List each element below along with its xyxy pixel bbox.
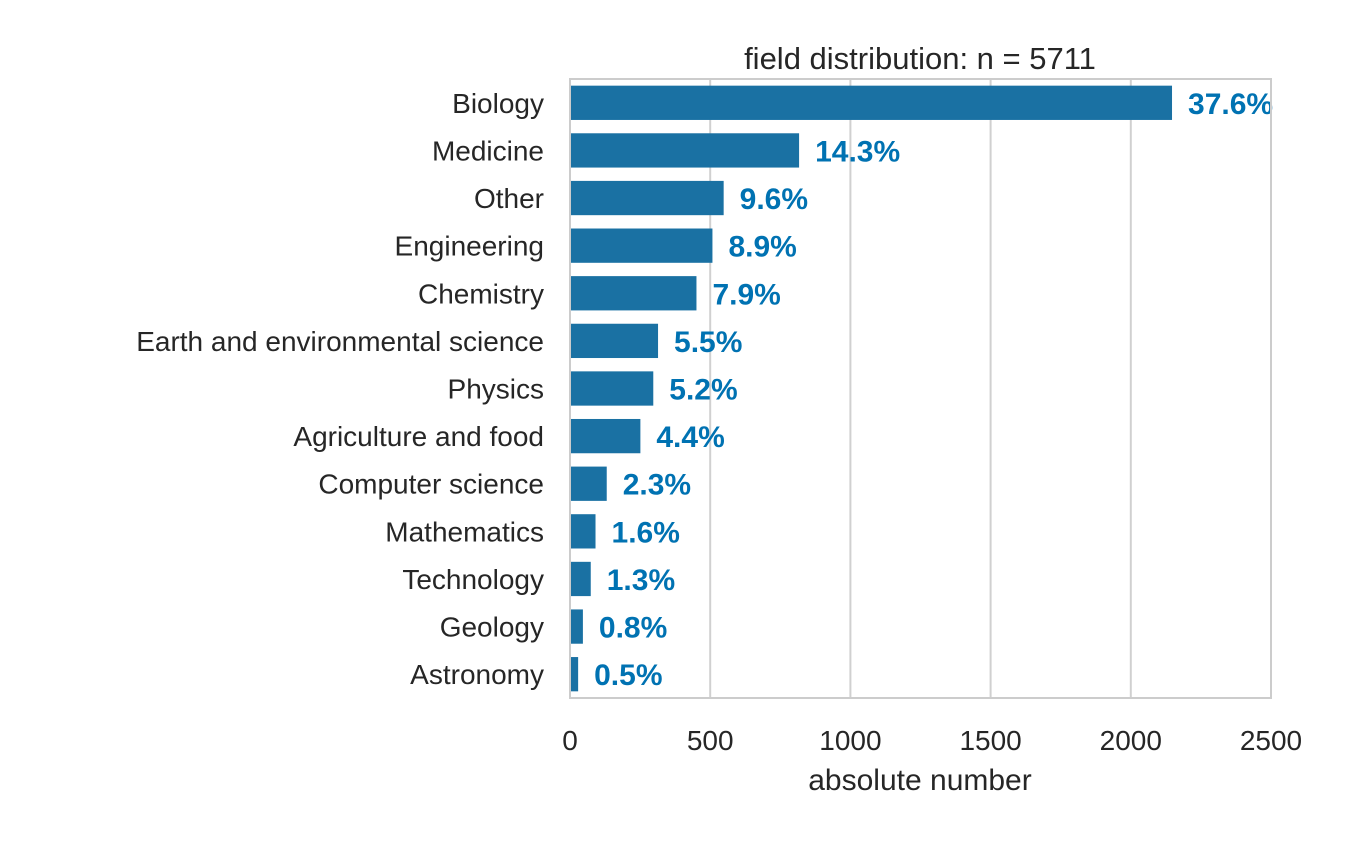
category-label: Mathematics (385, 516, 544, 547)
data-label: 2.3% (623, 469, 691, 502)
x-tick-label: 1000 (819, 725, 881, 756)
data-labels: 37.6% 14.3%9.6% 8.9% 7.9% 5.5% 5.2% 4.4% 2.3% 1.… (594, 88, 1273, 692)
data-label: 0.5% (594, 659, 662, 692)
bar (570, 657, 579, 692)
category-label: Engineering (395, 231, 544, 262)
category-label: Geology (440, 612, 544, 643)
bar (570, 466, 607, 501)
bar (570, 514, 596, 549)
category-label: Astronomy (410, 659, 544, 690)
x-axis-title: absolute number (808, 764, 1031, 797)
category-label: Physics (448, 374, 544, 405)
bar (570, 418, 641, 454)
category-label: Other (474, 183, 544, 214)
bar (570, 228, 713, 263)
chart-title: field distribution: n = 5711 (744, 41, 1096, 76)
x-tick-label: 0 (562, 725, 578, 756)
data-label: 14.3% (815, 135, 900, 168)
data-label: 1.3% (607, 564, 675, 597)
x-tick-label: 500 (687, 725, 734, 756)
category-label: Chemistry (418, 278, 544, 309)
x-tick-label: 2500 (1240, 725, 1302, 756)
x-tick-label: 1500 (959, 725, 1021, 756)
data-label: 8.9% (728, 231, 796, 264)
category-label: Biology (452, 88, 544, 119)
plot-frame (569, 78, 1272, 699)
data-label: 0.8% (599, 612, 667, 645)
grid-lines (709, 79, 1132, 698)
category-label: Agriculture and food (293, 421, 544, 452)
x-tick-labels: 0 500 1000 1500 2000 2500 (562, 725, 1302, 756)
data-label: 9.6% (740, 183, 808, 216)
bar (570, 609, 583, 644)
category-label: Medicine (432, 135, 544, 166)
category-label: Earth and environmental science (136, 326, 544, 357)
category-label: Computer science (318, 469, 544, 500)
bars (570, 85, 1173, 692)
data-label: 5.5% (674, 326, 742, 359)
data-label: 37.6% (1188, 88, 1273, 121)
bar (570, 371, 654, 406)
data-label: 5.2% (669, 374, 737, 407)
x-tick-label: 2000 (1100, 725, 1162, 756)
bar (570, 276, 697, 311)
data-label: 4.4% (656, 421, 724, 454)
data-label: 7.9% (712, 278, 780, 311)
bar (570, 561, 591, 597)
category-labels: Biology Medicine Other Engineering Chemistry… (136, 88, 544, 690)
bar (570, 180, 724, 216)
bar (570, 85, 1173, 120)
data-label: 1.6% (612, 516, 680, 549)
category-label: Technology (402, 564, 544, 595)
bar (570, 133, 800, 168)
bar (570, 323, 659, 359)
